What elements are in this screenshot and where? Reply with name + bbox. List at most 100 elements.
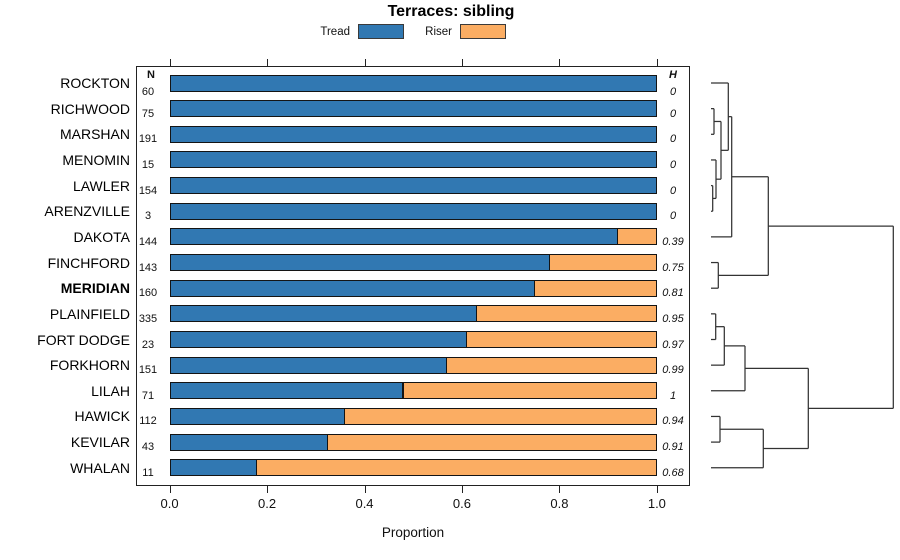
h-column-header: H	[669, 69, 677, 81]
row-label: FORKHORN	[49, 357, 130, 374]
h-value: 0.68	[662, 466, 684, 479]
h-value: 0	[669, 133, 677, 146]
bar-tread-segment	[169, 228, 618, 246]
legend-swatch-riser	[460, 24, 506, 39]
h-value: 0.95	[662, 312, 684, 325]
x-tick	[461, 486, 463, 493]
bar-tread-segment	[169, 254, 550, 272]
bar-tread-segment	[169, 407, 346, 425]
x-tick-label: 0.8	[550, 496, 569, 511]
row-label: ROCKTON	[60, 75, 130, 91]
x-top-tick	[364, 59, 366, 66]
h-value: 0	[669, 86, 677, 98]
bar-tread-segment	[169, 74, 657, 92]
bar-riser-segment	[402, 382, 657, 400]
x-tick	[364, 486, 366, 493]
n-value: 144	[138, 235, 158, 248]
row-label: WHALAN	[70, 459, 130, 476]
h-value: 0.81	[662, 287, 684, 300]
x-tick-label: 0.2	[258, 496, 277, 511]
n-value: 3	[144, 210, 152, 223]
n-value: 71	[141, 389, 155, 402]
h-value: 0.91	[662, 441, 684, 454]
row-label: PLAINFIELD	[49, 305, 130, 322]
n-value: 11	[142, 466, 154, 479]
row-label: DAKOTA	[73, 228, 130, 245]
n-column-header: N	[147, 69, 155, 81]
n-value: 154	[138, 184, 158, 197]
bar-riser-segment	[465, 331, 657, 348]
h-value: 0	[669, 210, 677, 223]
bar-tread-segment	[169, 433, 328, 451]
x-tick	[559, 486, 561, 493]
bar-riser-segment	[616, 228, 657, 246]
n-value: 60	[141, 86, 155, 98]
row-label: HAWICK	[74, 408, 130, 425]
n-value: 143	[138, 261, 158, 274]
row-label: FINCHFORD	[47, 254, 130, 271]
h-value: 0.39	[662, 235, 684, 248]
x-top-tick	[656, 59, 658, 66]
x-tick	[267, 486, 269, 493]
x-tick-label: 0.0	[160, 496, 179, 511]
bar-riser-segment	[548, 254, 657, 272]
x-tick	[169, 486, 171, 493]
chart-title: Terraces: sibling	[387, 3, 515, 20]
h-value: 0.94	[662, 415, 684, 428]
bar-tread-segment	[169, 100, 657, 118]
row-label: LILAH	[91, 382, 130, 399]
x-top-tick	[461, 59, 463, 66]
bar-riser-segment	[344, 407, 657, 425]
row-label: LAWLER	[72, 177, 130, 194]
bar-riser-segment	[534, 279, 657, 297]
n-value: 15	[141, 158, 155, 171]
x-tick	[656, 486, 658, 493]
bar-tread-segment	[169, 279, 536, 297]
n-value: 23	[141, 338, 155, 351]
bar-riser-segment	[475, 305, 657, 323]
x-axis-title: Proportion	[381, 525, 445, 540]
bar-tread-segment	[169, 202, 657, 220]
legend-label-riser: Riser	[425, 26, 452, 38]
bar-tread-segment	[169, 305, 477, 323]
h-value: 1	[669, 389, 677, 402]
h-value: 0.75	[662, 261, 684, 274]
bar-tread-segment	[169, 331, 467, 348]
n-value: 112	[139, 415, 157, 428]
plot-area-border	[136, 66, 690, 486]
n-value: 151	[138, 364, 158, 377]
bar-tread-segment	[169, 125, 657, 143]
bar-riser-segment	[326, 433, 657, 451]
bar-riser-segment	[256, 459, 657, 477]
row-label: KEVILAR	[70, 434, 130, 451]
h-value: 0.99	[662, 364, 684, 377]
n-value: 75	[141, 107, 155, 120]
row-label: MERIDIAN	[60, 280, 130, 297]
n-value: 43	[141, 441, 155, 454]
legend-label-tread: Tread	[320, 26, 350, 38]
bar-tread-segment	[169, 382, 404, 400]
x-top-tick	[267, 59, 269, 66]
bar-tread-segment	[169, 151, 657, 169]
x-tick-label: 0.4	[355, 496, 374, 511]
legend-swatch-tread	[358, 24, 404, 39]
row-label: FORT DODGE	[37, 331, 130, 348]
h-value: 0	[669, 184, 677, 197]
h-value: 0	[669, 107, 677, 120]
h-value: 0.97	[662, 338, 684, 351]
x-top-tick	[169, 59, 171, 66]
h-value: 0	[669, 158, 677, 171]
n-value: 160	[138, 287, 158, 300]
bar-tread-segment	[169, 356, 448, 374]
x-top-tick	[559, 59, 561, 66]
x-tick-label: 1.0	[647, 496, 666, 511]
row-label: MENOMIN	[62, 151, 130, 168]
row-label: RICHWOOD	[50, 100, 130, 117]
n-value: 191	[138, 133, 158, 146]
x-tick-label: 0.6	[452, 496, 471, 511]
bar-tread-segment	[169, 177, 657, 195]
n-value: 335	[138, 312, 158, 325]
bar-tread-segment	[169, 459, 258, 477]
bar-riser-segment	[446, 356, 657, 374]
